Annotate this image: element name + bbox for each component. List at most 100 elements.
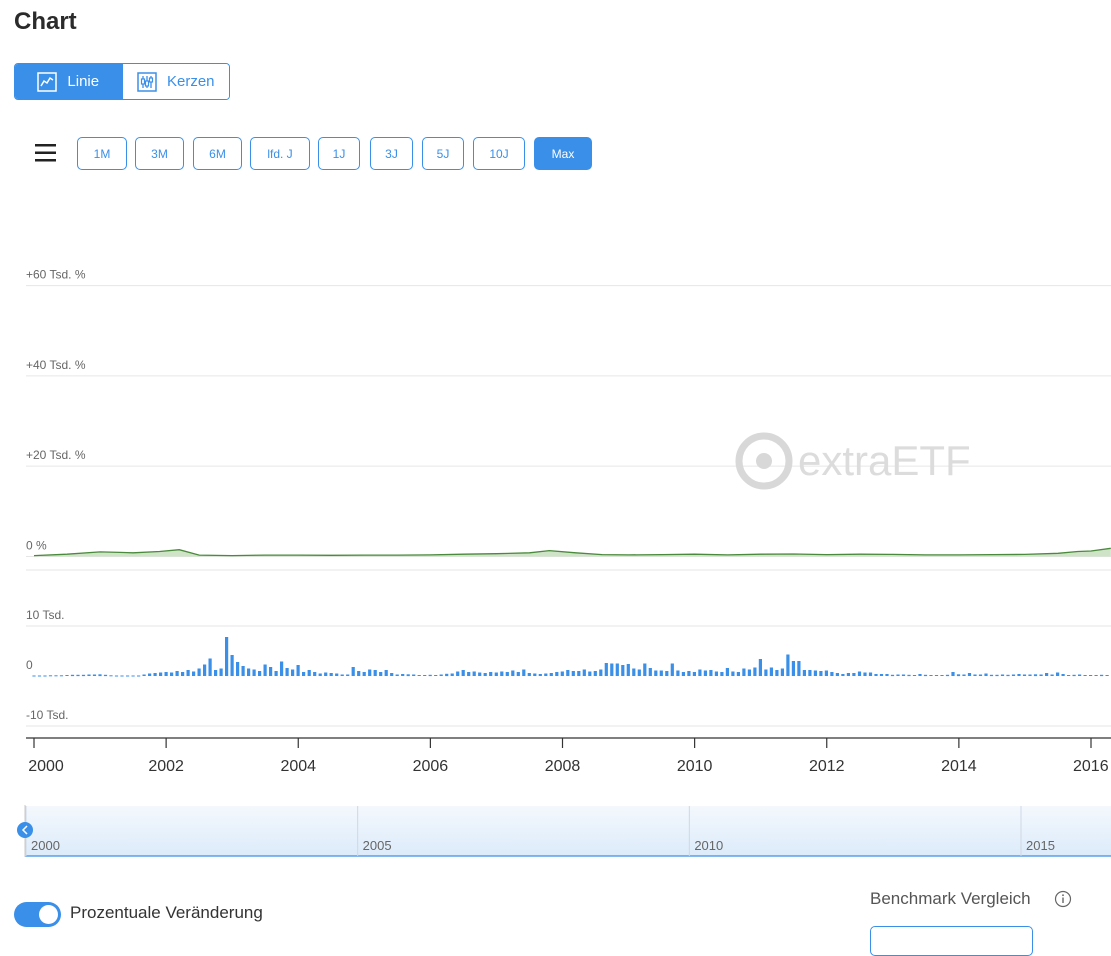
volume-bar bbox=[208, 658, 212, 676]
volume-y-tick-label: -10 Tsd. bbox=[26, 708, 68, 722]
range-navigator[interactable]: 2000 2005 2010 2015 bbox=[0, 800, 1111, 862]
volume-bar bbox=[384, 670, 388, 676]
volume-bar bbox=[566, 670, 570, 676]
range-button-max[interactable]: Max bbox=[534, 137, 592, 170]
volume-bar bbox=[48, 675, 53, 677]
volume-bar bbox=[379, 672, 383, 676]
volume-bar bbox=[841, 674, 845, 676]
line-chart-button[interactable]: Linie bbox=[15, 64, 123, 99]
price-y-tick-label: +60 Tsd. % bbox=[26, 268, 86, 282]
volume-bar bbox=[494, 672, 498, 676]
volume-bar bbox=[329, 673, 333, 676]
volume-bar bbox=[258, 671, 262, 676]
volume-bar bbox=[175, 671, 179, 676]
volume-bar bbox=[1039, 674, 1043, 676]
volume-bar bbox=[786, 654, 790, 676]
volume-bar bbox=[126, 675, 130, 677]
volume-bar bbox=[32, 675, 36, 677]
range-button-3m[interactable]: 3M bbox=[135, 137, 184, 170]
price-y-tick-label: +40 Tsd. % bbox=[26, 358, 86, 372]
chart-type-toggle: Linie Kerzen bbox=[14, 63, 230, 100]
volume-bar bbox=[736, 672, 740, 676]
volume-bar bbox=[907, 674, 911, 677]
range-button-5y[interactable]: 5J bbox=[422, 137, 464, 170]
volume-bar bbox=[159, 672, 163, 676]
volume-bar bbox=[59, 675, 64, 677]
benchmark-label: Benchmark Vergleich bbox=[870, 889, 1031, 908]
range-button-1y[interactable]: 1J bbox=[318, 137, 360, 170]
volume-bar bbox=[830, 672, 834, 676]
x-axis-tick-label: 2010 bbox=[677, 758, 713, 775]
x-axis-tick-label: 2000 bbox=[28, 758, 64, 775]
volume-bar bbox=[434, 675, 438, 676]
volume-bar bbox=[252, 669, 256, 676]
navigator-background bbox=[25, 806, 1111, 856]
benchmark-select[interactable] bbox=[870, 926, 1033, 956]
volume-bar bbox=[538, 674, 542, 676]
volume-bar bbox=[1006, 674, 1010, 677]
volume-bar bbox=[500, 671, 504, 676]
volume-bar bbox=[362, 672, 366, 676]
x-axis-tick-label: 2004 bbox=[280, 758, 316, 775]
percent-change-toggle[interactable] bbox=[14, 902, 61, 927]
volume-bar bbox=[1094, 675, 1098, 676]
volume-bar bbox=[621, 665, 625, 676]
volume-bar bbox=[995, 674, 999, 677]
volume-bar bbox=[307, 670, 311, 676]
volume-bar bbox=[1100, 674, 1104, 677]
volume-bar bbox=[170, 672, 174, 676]
info-icon[interactable] bbox=[1054, 890, 1072, 908]
volume-bar bbox=[1050, 674, 1054, 676]
volume-bar bbox=[263, 664, 267, 676]
watermark-logo-icon bbox=[735, 432, 793, 490]
volume-bar bbox=[1028, 674, 1032, 676]
volume-bar bbox=[324, 672, 328, 676]
volume-bar bbox=[489, 672, 493, 676]
range-button-6m[interactable]: 6M bbox=[193, 137, 242, 170]
volume-bar bbox=[582, 669, 586, 676]
volume-bar bbox=[819, 671, 823, 676]
line-chart-icon bbox=[37, 71, 58, 92]
volume-bar bbox=[731, 671, 735, 676]
volume-bar bbox=[549, 673, 553, 676]
range-button-10y[interactable]: 10J bbox=[473, 137, 525, 170]
volume-bar bbox=[962, 674, 966, 676]
volume-bar bbox=[599, 669, 603, 676]
volume-bar bbox=[577, 671, 581, 676]
hamburger-menu-icon[interactable] bbox=[33, 140, 59, 166]
x-axis-tick-label: 2008 bbox=[545, 758, 581, 775]
volume-bar bbox=[956, 674, 961, 677]
navigator-left-handle[interactable] bbox=[17, 822, 33, 838]
toggle-knob bbox=[39, 905, 58, 924]
range-button-3y[interactable]: 3J bbox=[370, 137, 413, 170]
volume-bar bbox=[65, 675, 69, 676]
volume-bar bbox=[76, 674, 80, 677]
volume-bar bbox=[373, 670, 377, 676]
volume-bar bbox=[769, 667, 773, 676]
volume-bar bbox=[1017, 674, 1021, 676]
watermark-text: extraETF bbox=[798, 437, 971, 484]
volume-bar bbox=[1083, 675, 1087, 676]
volume-bar bbox=[467, 672, 471, 676]
candlestick-chart-button[interactable]: Kerzen bbox=[122, 64, 229, 99]
volume-bar bbox=[626, 664, 630, 676]
volume-bar bbox=[687, 671, 691, 676]
volume-bar bbox=[417, 675, 421, 676]
range-button-1m[interactable]: 1M bbox=[77, 137, 127, 170]
navigator-tick-label: 2005 bbox=[363, 838, 392, 853]
volume-bar bbox=[709, 670, 713, 676]
volume-bars bbox=[32, 637, 1109, 677]
candlestick-icon bbox=[137, 71, 157, 92]
volume-bar bbox=[879, 674, 884, 676]
volume-bar bbox=[522, 669, 526, 676]
volume-bar bbox=[70, 674, 75, 677]
x-axis-tick-label: 2006 bbox=[413, 758, 449, 775]
volume-bar bbox=[103, 674, 108, 677]
volume-bar bbox=[659, 670, 663, 676]
line-chart-label: Linie bbox=[67, 73, 100, 90]
volume-bar bbox=[412, 674, 416, 676]
volume-bar bbox=[604, 663, 608, 676]
range-button-ytd[interactable]: lfd. J bbox=[250, 137, 310, 170]
volume-bar bbox=[527, 673, 531, 676]
x-axis-tick-label: 2002 bbox=[148, 758, 184, 775]
